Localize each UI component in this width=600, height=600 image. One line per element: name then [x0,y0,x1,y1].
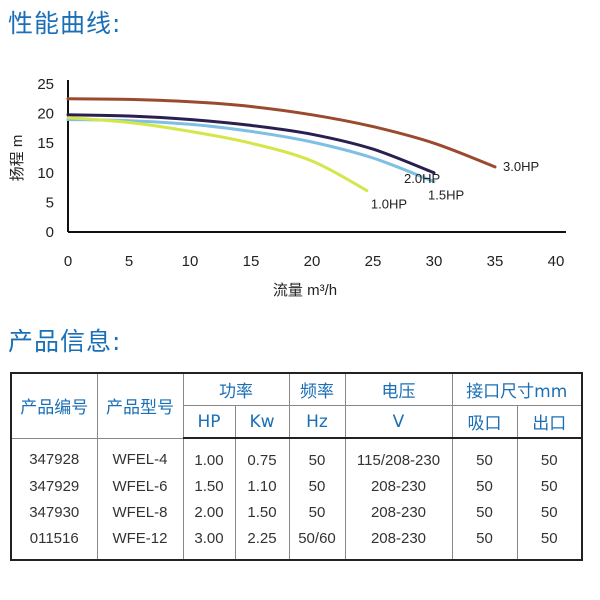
cell-hp: 1.50 [182,473,236,499]
cell-product-model: WFE-12 [96,525,184,560]
x-tick-label: 10 [182,253,199,270]
cell-product-model: WFEL-6 [96,473,184,499]
y-tick-label: 0 [46,224,54,241]
cell-outlet: 50 [516,499,583,525]
cell-outlet: 50 [516,525,583,560]
y-tick-label: 25 [37,76,54,93]
header-frequency: 频率 [288,372,346,406]
cell-outlet: 50 [516,473,583,499]
cell-hp: 1.00 [182,438,236,473]
performance-chart: 0 5 10 15 20 25 30 35 40 0 5 10 15 20 25 流量 m³/h 扬程 m 3.… [9,76,566,299]
cell-product-model: WFEL-4 [96,438,184,473]
cell-hz: 50/60 [288,525,346,560]
x-tick-label: 0 [64,253,72,270]
curve-label-1-5hp: 1.5HP [428,188,464,203]
x-tick-label: 35 [487,253,504,270]
header-inlet: 吸口 [451,405,518,439]
x-tick-label: 40 [548,253,565,270]
header-hz: Hz [288,405,346,439]
curve-3-0hp [66,97,497,169]
product-info-title: 产品信息: [8,327,122,356]
y-tick-label: 10 [37,165,54,182]
curve-1-0hp [66,116,369,193]
cell-outlet: 50 [516,438,583,473]
cell-kw: 1.10 [234,473,290,499]
x-axis-title: 流量 m³/h [273,282,337,299]
cell-voltage: 208-230 [344,525,453,560]
x-tick-label: 5 [125,253,133,270]
cell-voltage: 208-230 [344,499,453,525]
y-tick-label: 20 [37,106,54,123]
spec-table-wrapper: 产品编号 产品型号 功率 频率 电压 接口尺寸mm HP Kw Hz V 吸口 … [10,372,583,561]
cell-inlet: 50 [451,499,518,525]
x-tick-label: 20 [304,253,321,270]
table-row: 011516 WFE-12 3.00 2.25 50/60 208-230 50… [10,525,583,560]
cell-product-code: 347930 [10,499,98,525]
performance-curve-title: 性能曲线: [8,9,122,38]
cell-voltage: 115/208-230 [344,438,453,473]
header-kw: Kw [234,405,290,439]
curve-label-3-0hp: 3.0HP [503,159,539,174]
cell-voltage: 208-230 [344,473,453,499]
x-tick-label: 25 [365,253,382,270]
cell-inlet: 50 [451,473,518,499]
chart-axes: 0 5 10 15 20 25 30 35 40 0 5 10 15 20 25 流量 m³/h 扬程 m [9,76,566,299]
cell-product-model: WFEL-8 [96,499,184,525]
header-product-model: 产品型号 [96,372,184,439]
x-tick-label: 15 [243,253,260,270]
cell-hp: 3.00 [182,525,236,560]
y-axis-title: 扬程 m [9,135,26,182]
cell-hz: 50 [288,473,346,499]
x-tick-label: 30 [426,253,443,270]
header-outlet: 出口 [516,405,583,439]
table-row: 347930 WFEL-8 2.00 1.50 50 208-230 50 50 [10,499,583,525]
cell-inlet: 50 [451,525,518,560]
table-row: 347929 WFEL-6 1.50 1.10 50 208-230 50 50 [10,473,583,499]
cell-kw: 0.75 [234,438,290,473]
curve-label-2-0hp: 2.0HP [404,171,440,186]
header-v: V [344,405,453,439]
cell-inlet: 50 [451,438,518,473]
header-power: 功率 [182,372,290,406]
cell-hp: 2.00 [182,499,236,525]
cell-hz: 50 [288,438,346,473]
header-port-size: 接口尺寸mm [451,372,583,406]
header-hp: HP [182,405,236,439]
cell-kw: 1.50 [234,499,290,525]
header-product-code: 产品编号 [10,372,98,439]
curve-1-5hp [66,118,436,184]
cell-kw: 2.25 [234,525,290,560]
cell-hz: 50 [288,499,346,525]
spec-table: 产品编号 产品型号 功率 频率 电压 接口尺寸mm HP Kw Hz V 吸口 … [10,372,583,561]
curve-2-0hp [66,113,436,175]
header-voltage: 电压 [344,372,453,406]
chart-series-layer [66,97,497,193]
cell-product-code: 011516 [10,525,98,560]
cell-product-code: 347929 [10,473,98,499]
chart-labels-layer: 3.0HP 2.0HP 1.5HP 1.0HP [371,159,539,212]
y-tick-label: 15 [37,135,54,152]
y-tick-label: 5 [46,194,54,211]
table-row: 347928 WFEL-4 1.00 0.75 50 115/208-230 5… [10,438,583,473]
cell-product-code: 347928 [10,438,98,473]
curve-label-1-0hp: 1.0HP [371,197,407,212]
